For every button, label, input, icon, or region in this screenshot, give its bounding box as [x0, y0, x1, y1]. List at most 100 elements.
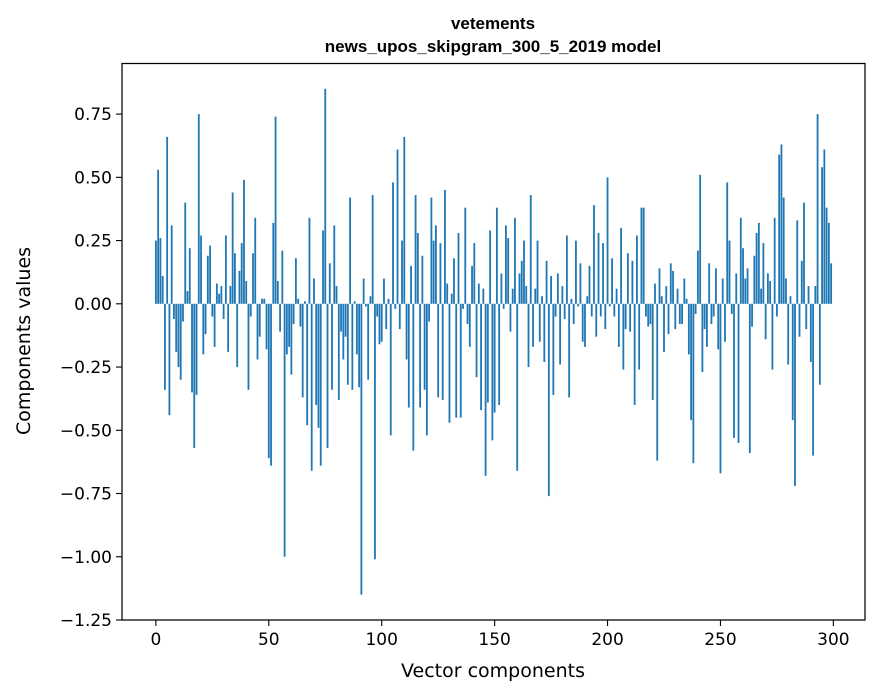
bar	[304, 301, 306, 304]
bar	[236, 303, 239, 368]
bar	[161, 275, 164, 304]
bar	[611, 258, 613, 304]
bar	[441, 303, 444, 400]
bar	[724, 303, 726, 342]
bar	[484, 303, 487, 476]
bar	[412, 303, 415, 451]
y-tick-label: 0.00	[74, 295, 112, 315]
bar	[168, 303, 171, 416]
bar	[301, 303, 304, 398]
bar	[245, 281, 248, 304]
bar	[385, 303, 388, 330]
bar	[333, 225, 336, 304]
bar	[645, 303, 647, 317]
bar	[572, 303, 575, 325]
bar	[638, 303, 641, 370]
bar	[556, 273, 559, 304]
bar	[728, 240, 731, 304]
bar	[202, 303, 205, 355]
bar	[622, 303, 625, 370]
bar	[615, 288, 618, 304]
x-tick-label: 150	[478, 630, 510, 650]
bar	[748, 303, 751, 454]
bar	[351, 303, 354, 390]
bar	[222, 303, 225, 319]
bar	[798, 303, 801, 337]
y-tick-label: −0.75	[60, 485, 112, 505]
y-axis-ticks: −1.25 −1.00 −0.75 −0.50 −0.25 0.00 0.25 0.50 0.7…	[60, 105, 122, 631]
bar	[480, 303, 482, 411]
bar	[649, 303, 652, 325]
bar	[721, 278, 724, 304]
bar	[559, 303, 562, 365]
bar	[464, 207, 467, 304]
chart-subtitle: news_upos_skipgram_300_5_2019 model	[325, 37, 661, 56]
bar	[511, 288, 514, 304]
bar	[256, 303, 259, 360]
bar	[224, 235, 227, 304]
bar	[683, 278, 686, 304]
bar	[739, 217, 742, 304]
bar	[419, 303, 422, 408]
x-tick-label: 50	[258, 630, 280, 650]
bar	[812, 303, 814, 456]
bar	[599, 303, 602, 317]
bar	[527, 303, 530, 368]
bar	[229, 286, 232, 304]
bar	[267, 303, 270, 459]
bar	[200, 235, 202, 304]
bar	[401, 240, 403, 304]
bar	[308, 217, 311, 304]
bar	[541, 296, 543, 304]
bar	[825, 207, 828, 304]
bar	[538, 303, 541, 342]
bar	[579, 263, 582, 304]
x-axis-ticks: 0 50 100 150 200 250 300	[150, 620, 850, 650]
bar	[706, 303, 708, 347]
y-tick-label: −0.50	[60, 421, 112, 441]
bar	[502, 303, 505, 309]
bar	[575, 240, 577, 304]
bar	[608, 303, 611, 307]
bar	[288, 303, 291, 347]
bar	[814, 286, 817, 304]
bar	[640, 207, 643, 304]
bar	[807, 286, 810, 304]
bar	[789, 296, 792, 304]
bar	[525, 286, 528, 304]
bar-series	[154, 88, 833, 595]
bar	[462, 303, 464, 309]
bar	[184, 202, 187, 304]
bar	[809, 303, 812, 362]
bar	[523, 240, 525, 304]
bar	[195, 303, 198, 395]
bar	[227, 303, 230, 352]
bar	[432, 240, 435, 304]
bar	[378, 303, 381, 345]
bar	[694, 303, 697, 314]
bar	[349, 197, 351, 304]
chart-title: vetements	[451, 14, 535, 33]
bar	[710, 303, 713, 325]
bar	[437, 303, 440, 398]
bar	[805, 303, 808, 330]
bar	[690, 303, 693, 421]
bar	[362, 278, 365, 304]
bar	[170, 225, 173, 304]
y-tick-label: 0.25	[74, 232, 112, 252]
bar	[735, 273, 738, 304]
bar	[584, 303, 586, 347]
y-tick-label: −1.00	[60, 548, 112, 568]
bar	[771, 303, 774, 370]
bar	[211, 303, 214, 317]
bar	[529, 195, 532, 304]
bar	[651, 303, 654, 400]
bar	[360, 303, 363, 595]
bar	[742, 248, 744, 304]
bar	[294, 258, 297, 304]
bar	[762, 243, 765, 304]
bar	[416, 232, 419, 304]
bar	[606, 177, 609, 304]
bar	[620, 227, 622, 304]
